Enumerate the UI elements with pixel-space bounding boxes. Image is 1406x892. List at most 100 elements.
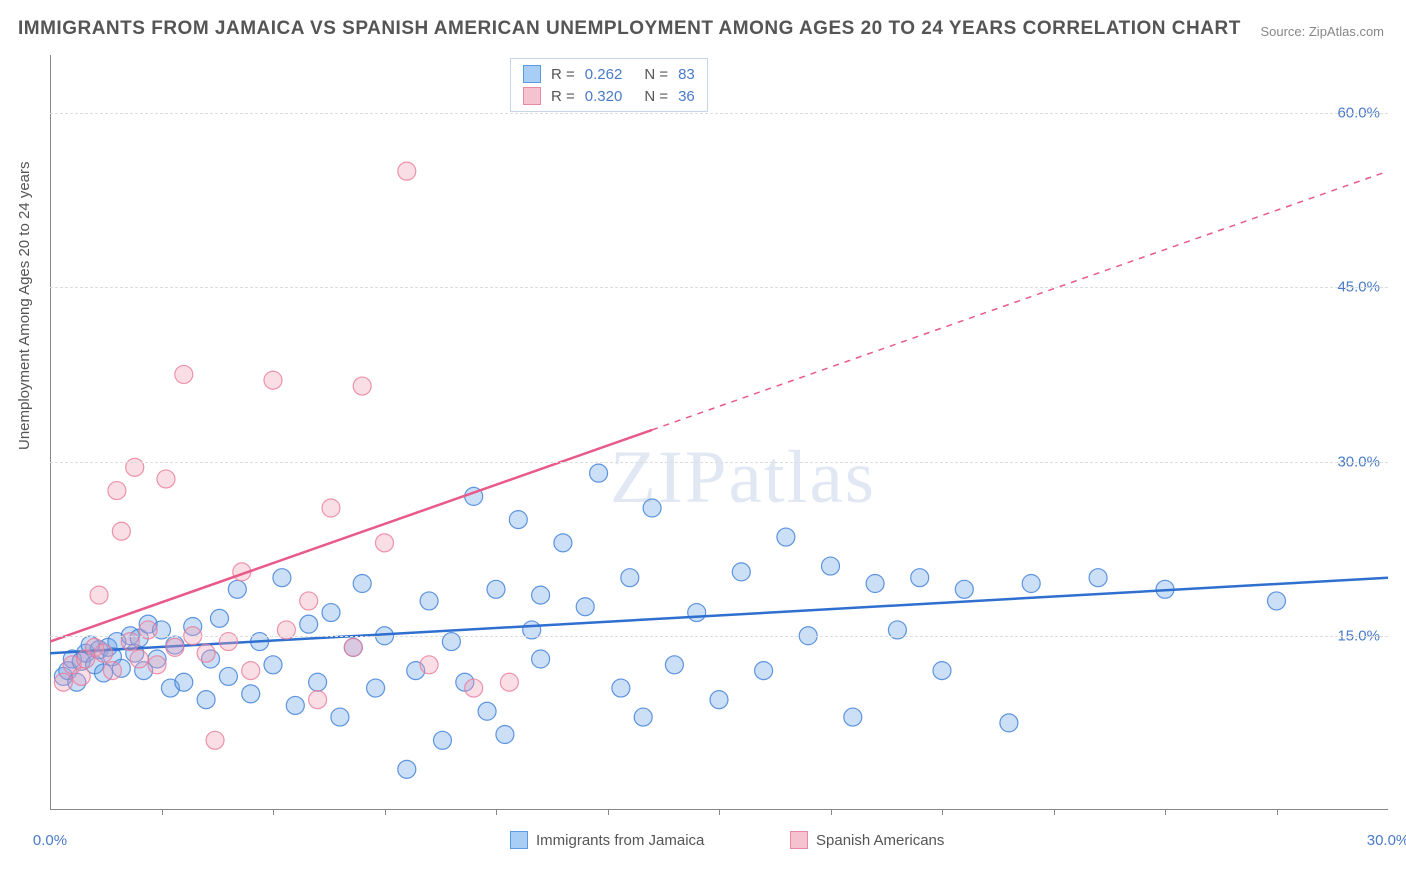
legend-label: Spanish Americans <box>816 832 944 849</box>
swatch-icon <box>523 87 541 105</box>
data-point <box>175 673 193 691</box>
minor-tick <box>608 809 609 815</box>
data-point <box>72 667 90 685</box>
data-point <box>322 499 340 517</box>
data-point <box>465 679 483 697</box>
data-point <box>103 662 121 680</box>
data-point <box>309 691 327 709</box>
data-point <box>264 656 282 674</box>
data-point <box>420 592 438 610</box>
data-point <box>496 726 514 744</box>
gridline <box>50 287 1388 288</box>
correlation-legend: R = 0.262 N = 83 R = 0.320 N = 36 <box>510 58 708 112</box>
data-point <box>331 708 349 726</box>
trend-line-extrapolated <box>652 171 1388 430</box>
bottom-legend-spanish: Spanish Americans <box>790 831 944 849</box>
legend-row-spanish: R = 0.320 N = 36 <box>523 85 695 107</box>
data-point <box>166 638 184 656</box>
data-point <box>54 673 72 691</box>
data-point <box>665 656 683 674</box>
data-point <box>376 534 394 552</box>
data-point <box>273 569 291 587</box>
legend-r-label: R = <box>551 88 575 105</box>
minor-tick <box>1054 809 1055 815</box>
data-point <box>509 511 527 529</box>
minor-tick <box>831 809 832 815</box>
minor-tick <box>719 809 720 815</box>
minor-tick <box>385 809 386 815</box>
minor-tick <box>1277 809 1278 815</box>
data-point <box>777 528 795 546</box>
x-tick-label: 30.0% <box>1367 832 1406 849</box>
data-point <box>1268 592 1286 610</box>
data-point <box>344 638 362 656</box>
chart-title: IMMIGRANTS FROM JAMAICA VS SPANISH AMERI… <box>18 18 1241 40</box>
gridline <box>50 113 1388 114</box>
data-point <box>732 563 750 581</box>
minor-tick <box>942 809 943 815</box>
gridline <box>50 462 1388 463</box>
legend-n-value: 36 <box>678 88 695 105</box>
data-point <box>500 673 518 691</box>
data-point <box>219 667 237 685</box>
y-axis-label: Unemployment Among Ages 20 to 24 years <box>16 161 33 450</box>
minor-tick <box>1165 809 1166 815</box>
data-point <box>822 557 840 575</box>
gridline <box>50 636 1388 637</box>
legend-n-label: N = <box>644 88 668 105</box>
data-point <box>309 673 327 691</box>
data-point <box>688 604 706 622</box>
data-point <box>532 650 550 668</box>
swatch-icon <box>523 65 541 83</box>
data-point <box>532 586 550 604</box>
data-point <box>157 470 175 488</box>
data-point <box>206 731 224 749</box>
data-point <box>478 702 496 720</box>
data-point <box>554 534 572 552</box>
data-point <box>576 598 594 616</box>
data-point <box>286 696 304 714</box>
data-point <box>1089 569 1107 587</box>
legend-r-value: 0.262 <box>585 66 623 83</box>
data-point <box>108 482 126 500</box>
trend-line <box>50 578 1388 654</box>
data-point <box>634 708 652 726</box>
data-point <box>130 650 148 668</box>
minor-tick <box>273 809 274 815</box>
legend-r-label: R = <box>551 66 575 83</box>
data-point <box>112 522 130 540</box>
data-point <box>911 569 929 587</box>
data-point <box>264 371 282 389</box>
data-point <box>398 760 416 778</box>
legend-label: Immigrants from Jamaica <box>536 832 704 849</box>
data-point <box>242 685 260 703</box>
data-point <box>300 615 318 633</box>
data-point <box>866 575 884 593</box>
data-point <box>433 731 451 749</box>
watermark-text: ZIPatlas <box>610 435 876 521</box>
data-point <box>1000 714 1018 732</box>
data-point <box>612 679 630 697</box>
minor-tick <box>496 809 497 815</box>
data-point <box>710 691 728 709</box>
data-point <box>398 162 416 180</box>
chart-area: ZIPatlas R = 0.262 N = 83 R = 0.320 N = … <box>50 55 1388 845</box>
legend-r-value: 0.320 <box>585 88 623 105</box>
source-attribution: Source: ZipAtlas.com <box>1260 24 1384 39</box>
swatch-icon <box>510 831 528 849</box>
data-point <box>300 592 318 610</box>
swatch-icon <box>790 831 808 849</box>
data-point <box>175 365 193 383</box>
data-point <box>353 575 371 593</box>
data-point <box>367 679 385 697</box>
data-point <box>420 656 438 674</box>
x-tick-label: 0.0% <box>33 832 67 849</box>
minor-tick <box>162 809 163 815</box>
legend-n-label: N = <box>644 66 668 83</box>
bottom-legend-jamaica: Immigrants from Jamaica <box>510 831 704 849</box>
data-point <box>228 580 246 598</box>
data-point <box>590 464 608 482</box>
data-point <box>197 644 215 662</box>
data-point <box>90 586 108 604</box>
data-point <box>1022 575 1040 593</box>
